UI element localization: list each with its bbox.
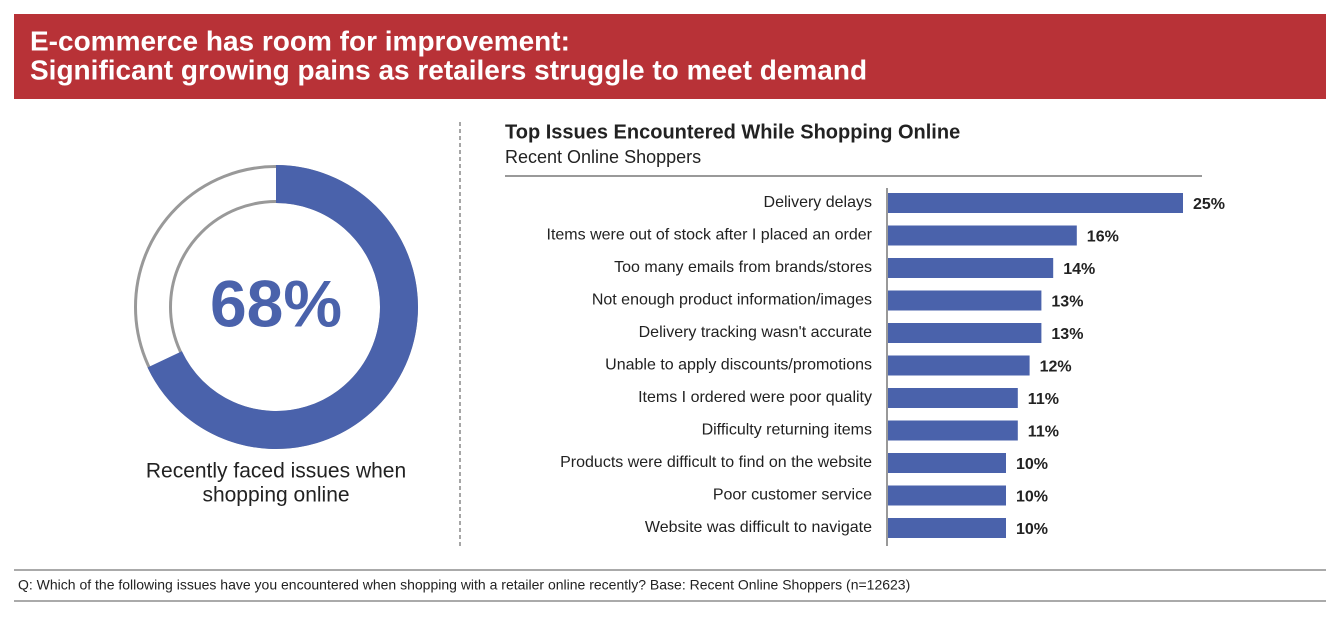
value-label: 16% (1087, 229, 1119, 246)
bar (888, 485, 1006, 506)
category-label: Website was difficult to navigate (645, 519, 872, 536)
value-label: 10% (1016, 489, 1048, 506)
bar (888, 290, 1042, 311)
value-label: 10% (1016, 521, 1048, 538)
footnote: Q: Which of the following issues have yo… (18, 577, 910, 593)
bar (888, 355, 1030, 376)
header-title: E-commerce has room for improvement: (30, 25, 570, 56)
bar (888, 453, 1006, 473)
donut-caption: shopping online (202, 484, 349, 507)
category-label: Items I ordered were poor quality (638, 389, 872, 406)
donut-caption: Recently faced issues when (146, 460, 406, 483)
category-label: Poor customer service (713, 487, 872, 504)
category-label: Too many emails from brands/stores (614, 259, 872, 276)
donut-label: 68% (210, 266, 342, 340)
category-label: Items were out of stock after I placed a… (547, 227, 873, 244)
bar (888, 193, 1183, 213)
value-label: 13% (1051, 294, 1083, 311)
category-label: Difficulty returning items (702, 422, 872, 439)
value-label: 12% (1040, 359, 1072, 376)
bar (888, 518, 1006, 538)
bar (888, 388, 1018, 408)
chart-title: Top Issues Encountered While Shopping On… (505, 121, 960, 143)
value-label: 11% (1028, 391, 1059, 408)
donut-segment (147, 165, 418, 449)
value-label: 25% (1193, 196, 1225, 213)
category-label: Not enough product information/images (592, 292, 872, 309)
value-label: 11% (1028, 424, 1059, 441)
value-label: 14% (1063, 261, 1095, 278)
category-label: Unable to apply discounts/promotions (605, 357, 872, 374)
value-label: 10% (1016, 456, 1048, 473)
bar (888, 323, 1042, 343)
bar (888, 420, 1018, 441)
value-label: 13% (1051, 326, 1083, 343)
header-band (14, 14, 1326, 99)
category-label: Delivery delays (764, 194, 872, 211)
category-label: Delivery tracking wasn't accurate (639, 324, 872, 341)
bar (888, 225, 1077, 246)
bar (888, 258, 1054, 278)
category-label: Products were difficult to find on the w… (560, 454, 872, 471)
header-title: Significant growing pains as retailers s… (30, 54, 867, 85)
chart-subtitle: Recent Online Shoppers (505, 147, 701, 167)
